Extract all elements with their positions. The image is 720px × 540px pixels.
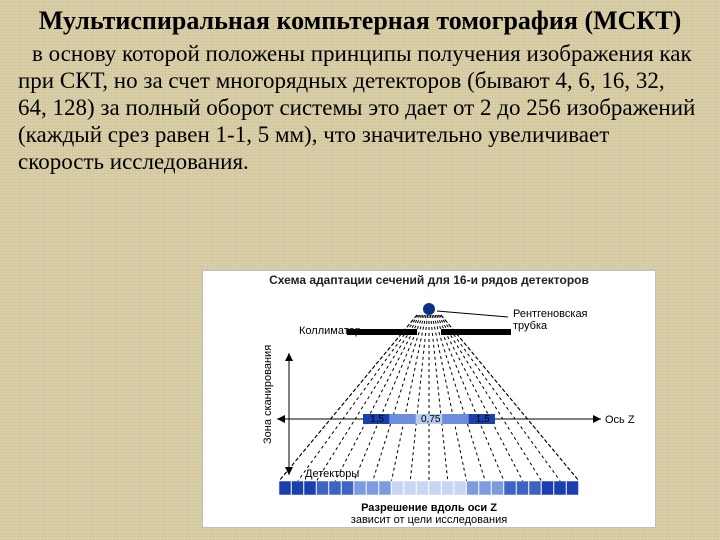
body-text: в основу которой положены принципы получ… (18, 41, 695, 175)
body-paragraph: в основу которой положены принципы получ… (0, 36, 720, 176)
diagram-container: Схема адаптации сечений для 16-и рядов д… (202, 270, 656, 528)
label-res-l2: зависит от цели исследования (351, 514, 507, 526)
label-tube-l2: трубка (513, 320, 548, 332)
page-title: Мультиспиральная компьтерная томография … (0, 0, 720, 36)
label-tube-l1: Рентгеновская (513, 308, 588, 320)
diagram-title: Схема адаптации сечений для 16-и рядов д… (203, 271, 655, 287)
label-collimator: Коллиматор (299, 325, 361, 337)
axis-val-1: 0,75 (421, 414, 441, 425)
label-zone-scan: Зона сканирования (262, 345, 274, 444)
label-res-l1: Разрешение вдоль оси Z (361, 502, 497, 514)
label-axis-z: Ось Z (605, 414, 635, 426)
axis-val-0: 1,5 (370, 414, 384, 425)
diagram-svg: Коллиматор Рентгеновскаятрубка Ось Z 1,5 0,7… (203, 287, 655, 527)
label-detectors: Детекторы (305, 468, 359, 480)
axis-val-2: 1,5 (476, 414, 490, 425)
